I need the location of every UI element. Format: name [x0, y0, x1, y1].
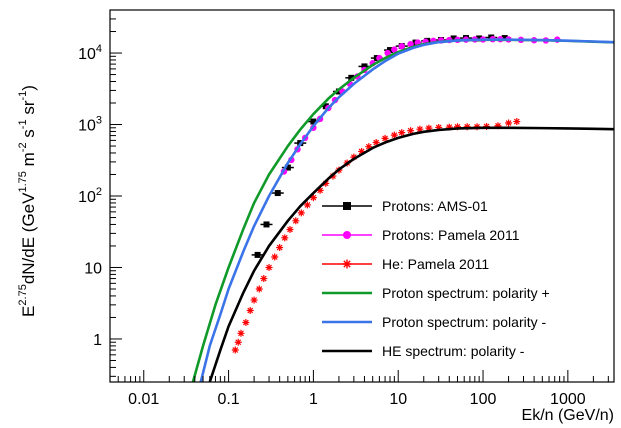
series-4: [199, 38, 614, 382]
x-tick-label: 100: [470, 391, 497, 408]
data-point: [476, 35, 483, 42]
x-axis: 0.01 0.1 1 10 100 1000: [109, 370, 609, 408]
y-tick-label: 1: [93, 332, 102, 349]
data-point: [361, 63, 368, 70]
data-point: [372, 139, 380, 147]
legend: Protons: AMS-01 Protons: Pamela 2011 He: P…: [322, 198, 550, 359]
data-point: [398, 129, 406, 137]
legend-label: HE spectrum: polarity -: [382, 343, 525, 359]
data-point: [297, 209, 305, 217]
data-point: [358, 147, 366, 155]
data-point: [445, 123, 453, 131]
y-axis: 1 10 102 103 104: [78, 9, 122, 377]
x-tick-label: 0.1: [217, 391, 239, 408]
data-point: [381, 134, 389, 142]
data-point: [501, 35, 508, 42]
x-tick-label: 1: [309, 391, 318, 408]
legend-label: Proton spectrum: polarity +: [382, 285, 550, 301]
data-point: [250, 296, 258, 304]
y-tick-label: 102: [78, 186, 102, 206]
data-point: [292, 217, 300, 225]
data-point: [274, 190, 281, 197]
data-point: [494, 122, 502, 130]
series-line: [208, 126, 614, 382]
legend-label: Proton spectrum: polarity -: [382, 314, 547, 330]
data-point: [435, 123, 443, 131]
data-point: [335, 88, 342, 95]
data-point: [384, 49, 391, 57]
x-axis-label: Ek/n (GeV/n): [522, 407, 614, 424]
series-line: [199, 38, 614, 382]
x-tick-label: 10: [389, 391, 407, 408]
data-point: [513, 118, 521, 126]
data-point: [483, 122, 491, 130]
data-point: [237, 329, 245, 337]
data-point: [254, 251, 261, 258]
legend-item: He: Pamela 2011: [322, 256, 489, 272]
data-point: [246, 307, 254, 315]
data-point: [322, 179, 330, 187]
data-point: [505, 119, 513, 127]
legend-item: Proton spectrum: polarity -: [322, 314, 547, 330]
data-point: [407, 40, 414, 48]
data-point: [365, 143, 373, 151]
legend-item: Proton spectrum: polarity +: [322, 285, 550, 301]
y-tick-label: 10: [84, 260, 102, 277]
legend-label: Protons: AMS-01: [382, 198, 488, 214]
x-tick-label: 0.01: [128, 391, 159, 408]
series-0: [251, 34, 511, 258]
data-point: [453, 123, 461, 131]
legend-label: He: Pamela 2011: [382, 256, 489, 272]
data-point: [271, 253, 279, 261]
legend-item: Protons: AMS-01: [322, 198, 488, 214]
data-point: [416, 125, 424, 133]
data-point: [231, 346, 239, 354]
legend-label: Protons: Pamela 2011: [382, 227, 520, 243]
data-point: [316, 186, 324, 194]
data-point: [450, 35, 457, 42]
y-axis-label-text: E2.75dN/dE (GeV1.75 m-2 s-1 sr-1): [17, 85, 38, 317]
legend-item: Protons: Pamela 2011: [322, 227, 520, 243]
data-point: [303, 201, 311, 209]
data-point: [265, 263, 273, 271]
data-point: [407, 127, 415, 135]
data-point: [255, 285, 263, 293]
data-point: [309, 194, 317, 202]
y-axis-label: E2.75dN/dE (GeV1.75 m-2 s-1 sr-1): [17, 85, 38, 317]
data-point: [242, 318, 250, 326]
data-point: [398, 43, 405, 50]
data-point: [386, 47, 393, 54]
data-point: [276, 244, 284, 252]
data-point: [348, 74, 355, 81]
y-tick-label: 104: [78, 43, 102, 63]
data-point: [391, 46, 398, 53]
data-point: [390, 131, 398, 139]
data-point: [286, 225, 294, 233]
data-point: [463, 123, 471, 131]
data-point: [281, 234, 289, 242]
data-point: [425, 124, 433, 132]
legend-marker: [342, 259, 352, 269]
x-tick-label: 1000: [550, 391, 586, 408]
data-point: [260, 275, 268, 283]
series-5: [208, 126, 614, 382]
data-point: [310, 118, 317, 125]
data-point: [263, 221, 270, 228]
y-tick-label: 103: [78, 115, 102, 135]
legend-marker: [343, 231, 351, 239]
data-point: [284, 164, 291, 171]
legend-marker: [343, 202, 351, 210]
data-point: [234, 338, 242, 346]
data-point: [350, 153, 358, 161]
legend-item: HE spectrum: polarity -: [322, 343, 525, 359]
